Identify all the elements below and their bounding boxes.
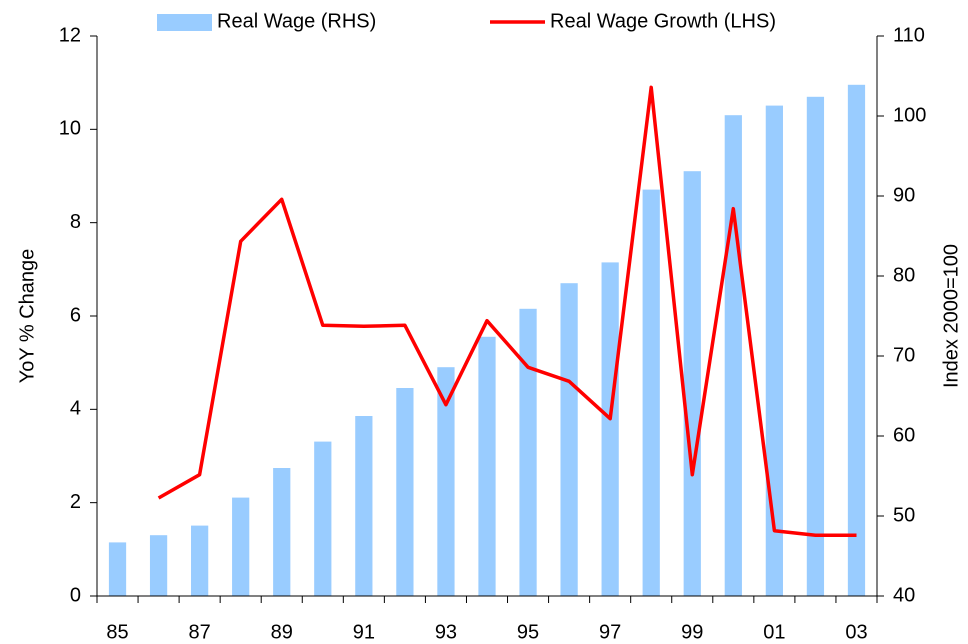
bar: [273, 468, 291, 596]
bar: [149, 535, 168, 596]
line: [157, 85, 857, 538]
y-tick-label: 0: [70, 584, 81, 606]
bar: [437, 367, 455, 596]
bar: [601, 262, 619, 596]
bar: [519, 308, 537, 596]
bar: [191, 525, 209, 596]
legend-label: Real Wage Growth (LHS): [550, 10, 776, 32]
bar: [108, 542, 127, 596]
bar: [642, 189, 660, 596]
bar: [724, 115, 742, 596]
legend-label: Real Wage (RHS): [217, 10, 376, 32]
y2-tick-label: 100: [893, 104, 926, 126]
bar: [765, 105, 783, 596]
x-tick-label: 87: [189, 621, 211, 643]
y2-tick-label: 90: [893, 184, 915, 206]
y2-tick-label: 50: [893, 504, 915, 526]
x-tick-label: 85: [106, 621, 128, 643]
y-tick-label: 6: [70, 304, 81, 326]
x-tick-label: 89: [271, 621, 293, 643]
bar: [478, 336, 496, 596]
x-tick-label: 93: [435, 621, 457, 643]
y2-axis-title: Index 2000=100: [940, 244, 962, 388]
y-tick-label: 12: [59, 24, 81, 46]
y-tick-label: 10: [59, 118, 81, 140]
legend-swatch: [157, 14, 212, 31]
x-tick-label: 03: [845, 621, 867, 643]
bar: [396, 388, 414, 596]
y2-tick-label: 40: [893, 584, 915, 606]
y2-tick-label: 80: [893, 264, 915, 286]
x-tick-label: 97: [599, 621, 621, 643]
bar: [355, 416, 373, 596]
x-tick-label: 95: [517, 621, 539, 643]
y-axis-title: YoY % Change: [16, 249, 38, 384]
y2-tick-label: 110: [893, 24, 925, 46]
x-tick-label: 01: [763, 621, 785, 643]
x-tick-label: 91: [353, 621, 375, 643]
bar: [314, 441, 332, 596]
y2-tick-label: 70: [893, 344, 915, 366]
bar: [683, 171, 701, 596]
y-tick-label: 4: [70, 398, 81, 420]
y-tick-label: 8: [70, 211, 81, 233]
y-tick-label: 2: [70, 491, 81, 513]
bar: [232, 497, 250, 596]
bar: [806, 96, 825, 597]
x-tick-label: 99: [681, 621, 703, 643]
y2-tick-label: 60: [893, 424, 915, 446]
bar: [847, 84, 866, 597]
bar: [560, 283, 578, 596]
